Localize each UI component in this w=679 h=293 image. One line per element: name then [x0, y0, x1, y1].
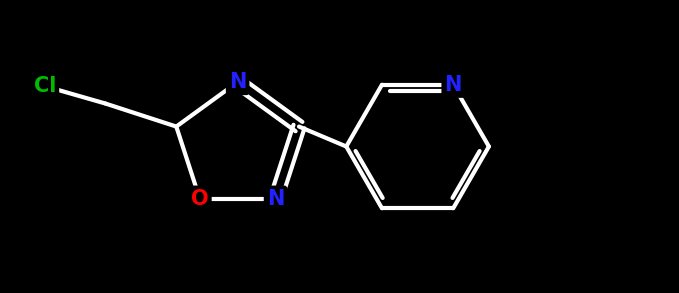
Text: N: N — [445, 75, 462, 95]
Text: N: N — [267, 189, 285, 209]
Text: Cl: Cl — [34, 76, 56, 96]
Text: O: O — [191, 189, 208, 209]
Text: N: N — [229, 72, 246, 92]
